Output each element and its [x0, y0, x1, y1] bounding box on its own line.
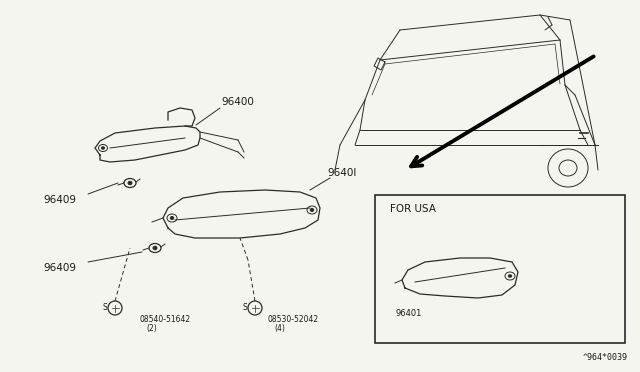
Text: (2): (2) — [146, 324, 157, 333]
Text: S: S — [243, 304, 247, 312]
Ellipse shape — [170, 217, 173, 219]
Bar — [375, 195, 625, 343]
Text: (4): (4) — [274, 324, 285, 333]
Text: 96400: 96400 — [221, 97, 255, 107]
Text: 08530-52042: 08530-52042 — [268, 315, 319, 324]
Text: 96409: 96409 — [44, 263, 77, 273]
Text: S: S — [102, 304, 107, 312]
Ellipse shape — [310, 208, 314, 212]
Text: 96409: 96409 — [44, 195, 77, 205]
Text: 96401: 96401 — [395, 308, 421, 317]
Text: FOR USA: FOR USA — [390, 204, 436, 214]
Text: 9640l: 9640l — [327, 168, 356, 178]
Ellipse shape — [508, 275, 512, 277]
Ellipse shape — [102, 147, 104, 149]
Ellipse shape — [153, 246, 157, 250]
Text: 08540-51642: 08540-51642 — [140, 315, 191, 324]
Ellipse shape — [128, 181, 132, 185]
Text: ^964*0039: ^964*0039 — [583, 353, 628, 362]
